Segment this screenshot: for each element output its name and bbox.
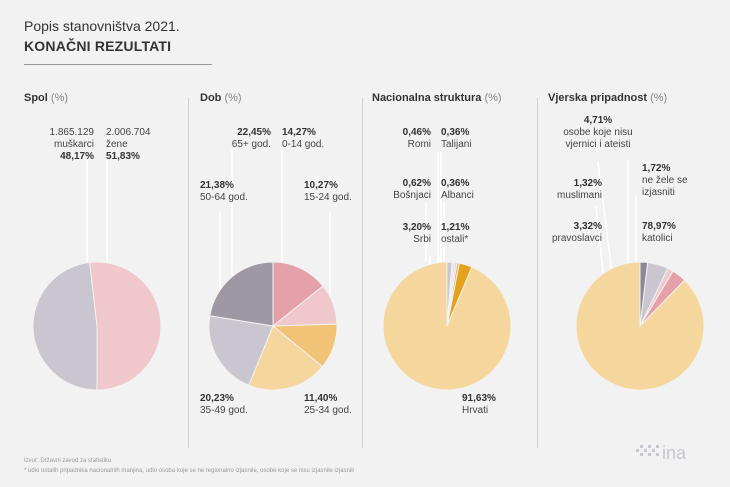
label-vje-pravoslavci: 3,32% pravoslavci — [551, 221, 602, 244]
label-dob-50-64: 21,38% 50-64 god. — [200, 180, 248, 203]
panel-divider — [537, 98, 538, 448]
pie-slice-dob-3 — [248, 325, 324, 391]
panel-divider — [362, 98, 363, 448]
svg-text:ina: ina — [662, 443, 687, 463]
panel-title-nacionalna: Nacionalna struktura (%) — [372, 92, 502, 104]
label-nac-talijani: 0,36% Talijani — [441, 127, 472, 150]
pie-slice-nacionalna-struktura-6 — [446, 261, 453, 327]
label-zene: 2.006.704 žene 51,83% — [106, 127, 151, 162]
label-nac-ostali: 1,21% ostali* — [441, 222, 470, 245]
leader-line — [595, 205, 605, 281]
leader-line — [597, 161, 613, 275]
source-note: Izvor: Državni zavod za statistiku — [24, 458, 112, 464]
label-dob-0-14: 14,27% 0-14 god. — [282, 127, 325, 150]
label-vje-muslimani: 1,32% muslimani — [556, 178, 602, 201]
pie-slice-dob-0 — [272, 261, 324, 328]
label-dob-65: 22,45% 65+ god. — [231, 127, 271, 150]
label-vje-katolici: 78,97% katolici — [642, 221, 676, 244]
panel-title-dob: Dob (%) — [200, 92, 242, 104]
label-muskarci: 1.865.129 muškarci 48,17% — [49, 127, 95, 162]
pie-slice-vjerska-pripadnost-4 — [639, 261, 649, 327]
pie-slice-spol-1 — [89, 261, 162, 391]
title-block: Popis stanovništva 2021. KONAČNI REZULTA… — [24, 16, 180, 56]
label-dob-25-34: 11,40% 25-34 god. — [304, 393, 352, 416]
label-nac-romi: 0,46% Romi — [402, 127, 431, 150]
label-nac-hrvati: 91,63% Hrvati — [462, 393, 496, 416]
label-vje-ateisti: 4,71% osobe koje nisu vjernici i ateisti — [563, 115, 633, 150]
page-subtitle: KONAČNI REZULTATI — [24, 38, 172, 54]
label-nac-srbi: 3,20% Srbi — [402, 222, 431, 245]
pie-slice-spol-0 — [32, 261, 98, 391]
label-dob-35-49: 20,23% 35-49 god. — [200, 393, 248, 416]
panel-divider — [188, 98, 189, 448]
footnote: * udio ostalih pripadnika nacionalnih ma… — [24, 468, 354, 474]
panel-title-vjerska: Vjerska pripadnost (%) — [548, 92, 668, 104]
panel-title-spol: Spol (%) — [24, 92, 69, 104]
label-vje-ne-zele: 1,72% ne žele se izjasniti — [642, 163, 688, 198]
pie-slice-dob-5 — [209, 261, 274, 327]
title-rule — [24, 64, 212, 65]
page-title: Popis stanovništva 2021. — [24, 18, 180, 34]
label-dob-15-24: 10,27% 15-24 god. — [304, 180, 352, 203]
pie-slice-dob-4 — [208, 315, 274, 386]
hina-logo: ina — [636, 443, 687, 463]
label-nac-bosnjaci: 0,62% Bošnjaci — [393, 178, 431, 201]
label-nac-albanci: 0,36% Albanci — [441, 178, 474, 201]
